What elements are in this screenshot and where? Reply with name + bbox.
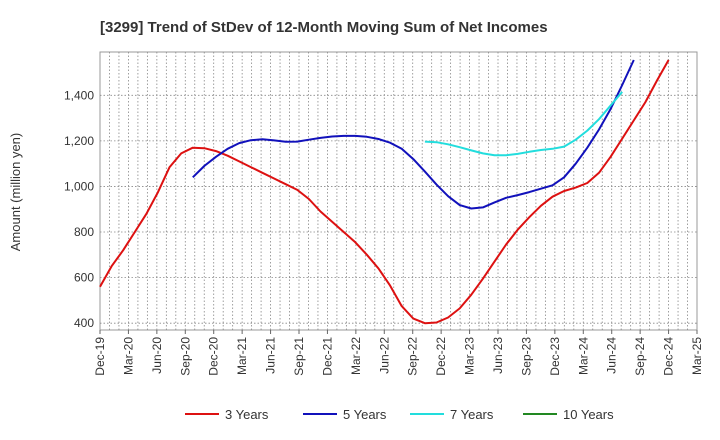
x-tick-label: Sep-23 <box>519 337 533 376</box>
x-tick-label: Jun-24 <box>605 337 619 374</box>
y-tick-label: 1,400 <box>64 88 94 102</box>
y-axis: 400 600 800 1,000 1,200 1,400 <box>64 88 94 330</box>
x-tick-label: Sep-21 <box>292 337 306 376</box>
legend: 3 Years 5 Years 7 Years 10 Years <box>185 407 614 422</box>
y-tick-label: 600 <box>74 271 94 285</box>
x-tick-label: Mar-20 <box>121 337 135 375</box>
x-tick-label: Dec-23 <box>548 337 562 376</box>
series-lines <box>99 59 670 325</box>
x-tick-label: Mar-25 <box>690 337 704 375</box>
y-tick-label: 1,200 <box>64 134 94 148</box>
x-tick-label: Dec-21 <box>320 337 334 376</box>
x-tick-label: Mar-22 <box>349 337 363 375</box>
x-tick-label: Sep-24 <box>633 337 647 376</box>
x-axis: Dec-19 Mar-20 Jun-20 Sep-20 Dec-20 Mar-21 Jun-… <box>93 330 704 376</box>
y-tick-label: 800 <box>74 225 94 239</box>
grid <box>100 52 697 330</box>
chart-title: [3299] Trend of StDev of 12-Month Moving… <box>100 19 548 36</box>
x-tick-label: Mar-21 <box>235 337 249 375</box>
x-tick-label: Jun-23 <box>491 337 505 374</box>
y-tick-label: 400 <box>74 316 94 330</box>
x-tick-label: Dec-20 <box>207 337 221 376</box>
x-tick-label: Jun-21 <box>264 337 278 374</box>
x-tick-label: Mar-24 <box>576 337 590 375</box>
y-tick-label: 1,000 <box>64 179 94 193</box>
series-line-3 <box>424 91 623 157</box>
x-tick-label: Dec-19 <box>93 337 107 376</box>
legend-label: 5 Years <box>343 407 387 422</box>
x-tick-label: Sep-20 <box>178 337 192 376</box>
legend-label: 3 Years <box>225 407 269 422</box>
x-tick-label: Jun-22 <box>377 337 391 374</box>
legend-label: 10 Years <box>563 407 614 422</box>
x-tick-label: Dec-24 <box>662 337 676 376</box>
x-tick-label: Sep-22 <box>406 337 420 376</box>
series-line-2 <box>192 59 635 210</box>
x-tick-label: Dec-22 <box>434 337 448 376</box>
series-line-1 <box>99 59 670 325</box>
x-tick-label: Jun-20 <box>150 337 164 374</box>
y-axis-label: Amount (million yen) <box>8 133 23 252</box>
legend-label: 7 Years <box>450 407 494 422</box>
plot-area <box>99 51 698 331</box>
x-tick-label: Mar-23 <box>463 337 477 375</box>
